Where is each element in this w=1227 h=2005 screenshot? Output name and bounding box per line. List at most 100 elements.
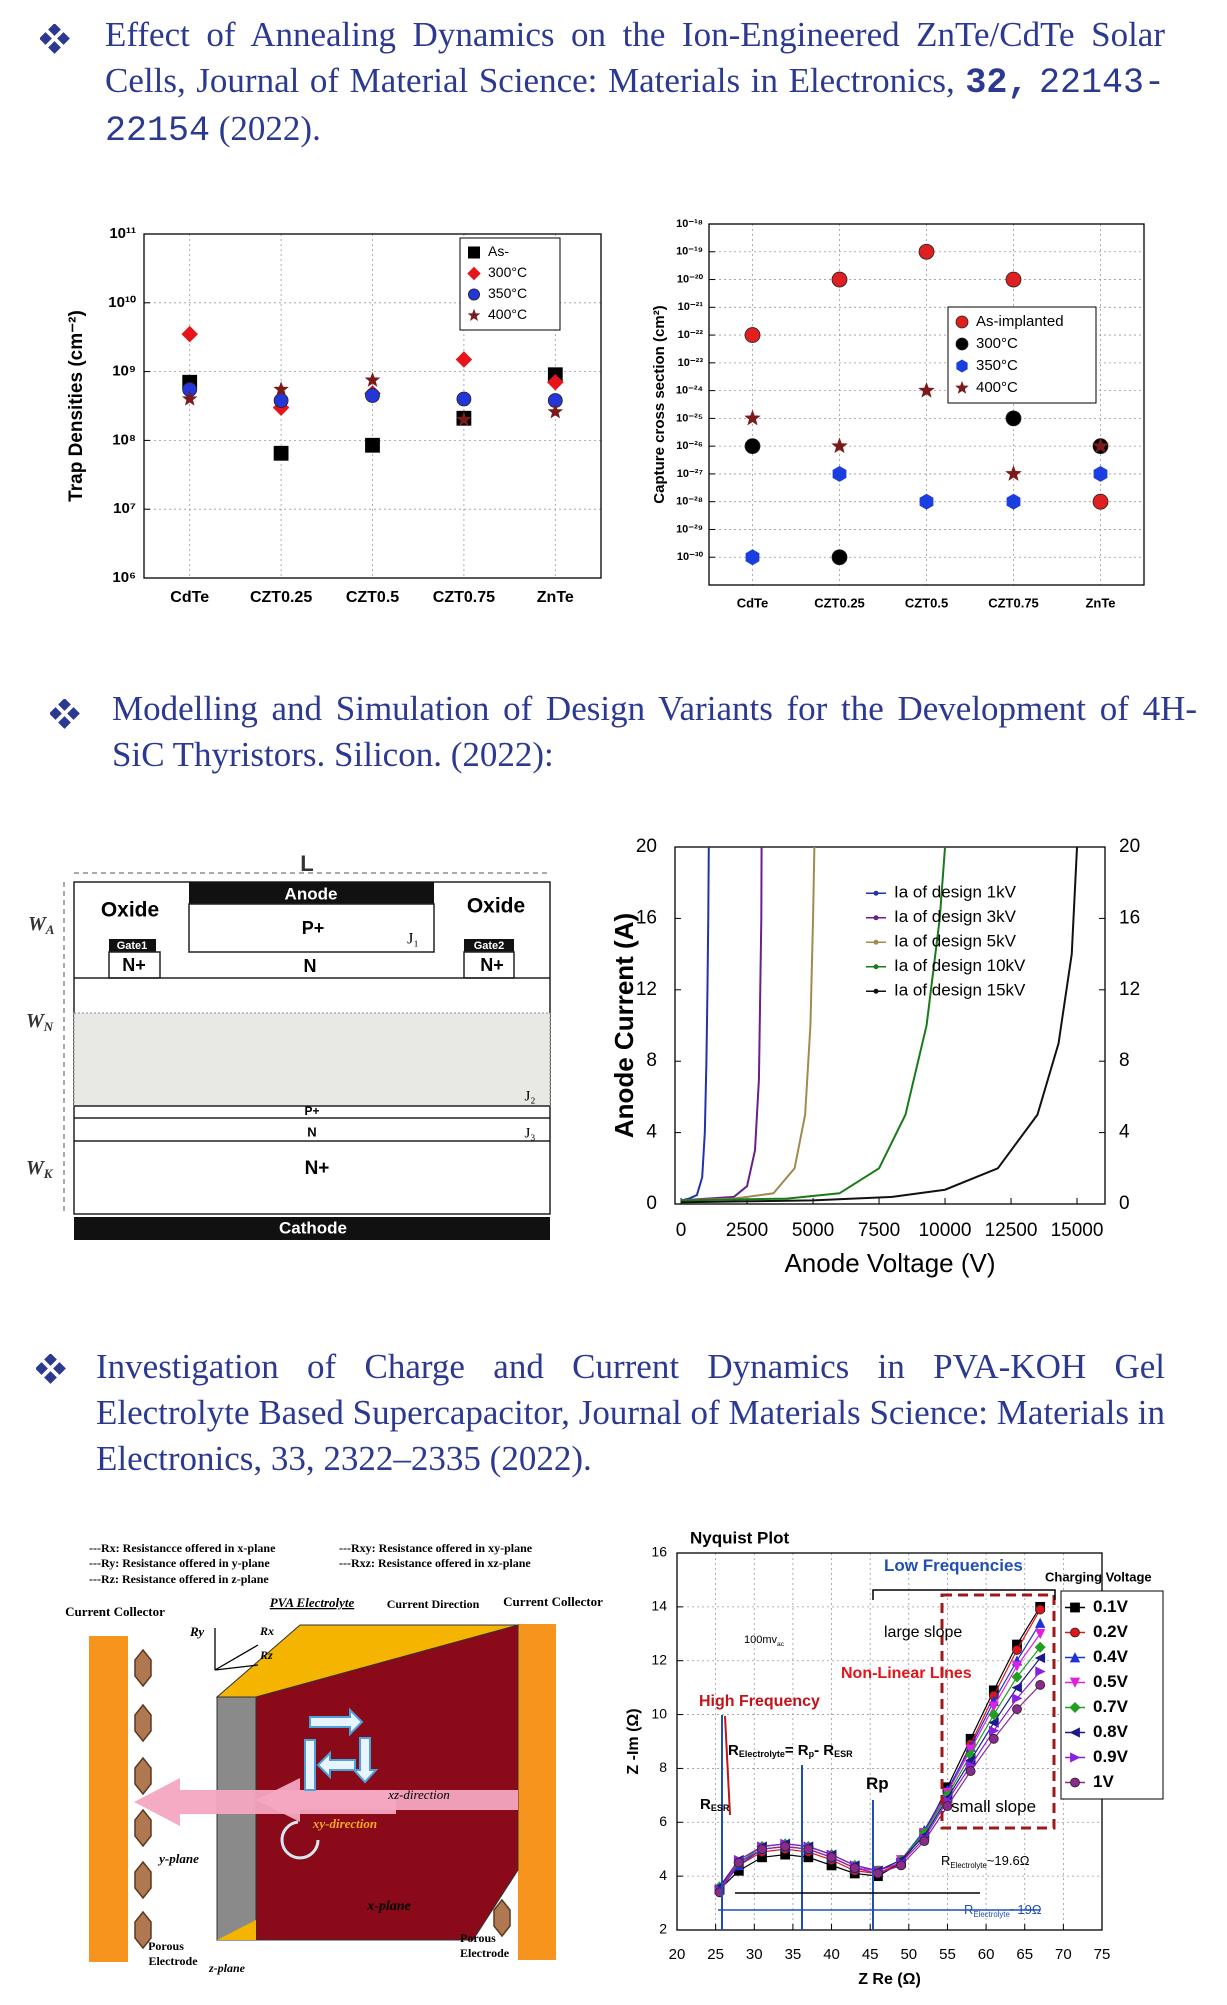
x-tick-label: 75 [1094,1946,1111,1963]
marker [955,315,969,329]
legend-label: 400°C [976,379,1018,396]
y-tick-label: 10⁸ [112,431,136,448]
bullet [36,1354,66,1384]
label: P+ [304,1104,319,1118]
marker [831,549,848,566]
legend-label: Ia of design 10kV [894,956,1026,975]
annotation-text: = R [785,1742,809,1759]
label: xz-direction [387,1787,450,1802]
marker [1035,1628,1046,1640]
label: Porous [148,1939,184,1953]
y-axis-label: Anode Current (A) [609,913,639,1138]
label: x-plane [366,1899,411,1914]
marker [1092,437,1109,454]
y-tick-label: 10⁻²² [678,329,704,341]
legend-text: ---Ry: Resistance offered in y-plane [89,1556,270,1570]
annotation-text: large slope [884,1624,962,1641]
label: W [26,1010,45,1032]
annotation: High Frequency [699,1693,820,1710]
marker [919,1836,930,1847]
legend-label: As-implanted [976,313,1064,330]
annotation: RElectrolyte~19.6Ω [941,1853,1030,1870]
marker [364,372,381,387]
x-tick-label: CdTe [737,595,769,610]
annotation: RESR [700,1796,730,1813]
y-tick-label: 2 [659,1921,667,1937]
heading-year: (2022). [218,109,321,148]
y2-tick-label: 8 [1119,1050,1130,1071]
legend-label: 300°C [488,264,527,280]
label: WK [26,1157,54,1181]
y-tick-label: 10 [651,1705,667,1721]
legend-label: Ia of design 3kV [894,907,1017,926]
legend-label: 300°C [976,335,1018,352]
x-tick-label: 70 [1055,1946,1072,1963]
marker [273,381,289,397]
marker [1069,1701,1081,1714]
y-tick-label: 10⁻²⁵ [676,412,703,424]
y-tick-label: 20 [636,836,657,857]
legend-label: 0.9V [1093,1747,1129,1766]
marker [1035,1617,1046,1628]
label: Rz [259,1648,273,1662]
annotation-sub: Electrolyte [950,1861,986,1870]
series-line [681,846,947,1202]
label: N+ [480,955,504,975]
marker [455,351,473,368]
marker [780,1841,791,1852]
marker [744,409,761,426]
series-line [681,846,816,1202]
marker [956,359,968,373]
series-line [719,1606,1041,1891]
marker [988,1717,999,1728]
label: Gate1 [117,940,148,952]
legend-label: 350°C [976,357,1018,374]
marker [757,1844,767,1855]
legend-label: 0.5V [1093,1672,1129,1691]
heading-volume: 32, [965,63,1029,103]
y-tick-label: 8 [659,1759,667,1775]
direction-arrows [304,1707,379,1791]
marker [988,1701,999,1712]
label: Cathode [279,1218,347,1237]
marker [1034,1641,1046,1653]
y-tick-label: 4 [659,1867,667,1883]
heading-pages: 22143-22154 [105,63,1166,151]
x-tick-label: ZnTe [1085,595,1115,610]
cathode-contact [74,1217,550,1240]
x-tick-label: CZT0.5 [346,589,399,606]
y-axis-label: Z -Im (Ω) [625,1708,642,1774]
marker [467,288,480,301]
y-tick-label: 12 [636,979,657,1000]
marker [1006,493,1021,510]
label: Rx [259,1624,274,1638]
marker [181,390,198,406]
annotation: Low Frequencies [884,1556,1023,1575]
x-axis-label: Z Re (Ω) [858,1971,921,1988]
y-tick-label: 10⁻²⁶ [676,440,703,452]
label: Gate2 [474,940,505,952]
marker [1011,1671,1023,1683]
label: N [304,956,317,976]
bullet [50,699,80,729]
annotation: Non-Linear Lines [841,1665,972,1682]
y2-tick-label: 20 [1119,836,1140,857]
marker [456,411,472,427]
annotation-text: R [728,1742,739,1759]
gate-contact [464,939,514,952]
plot-frame [143,233,602,579]
y2-tick-label: 4 [1119,1122,1130,1143]
label: N+ [122,955,146,975]
annotation: Rp [866,1774,889,1793]
x-tick-label: 45 [862,1946,879,1963]
plot-frame [708,223,1145,586]
heading: Investigation of Charge and Current Dyna… [96,1344,1165,1482]
y-tick-label: 10⁻¹⁸ [676,218,703,230]
marker [547,403,564,419]
series-line [680,846,710,1202]
x-tick-label: 35 [785,1946,802,1963]
legend-label: Ia of design 1kV [894,883,1017,902]
annotation-sub: Electrolyte [973,1910,1009,1919]
legend-dot [873,890,879,896]
